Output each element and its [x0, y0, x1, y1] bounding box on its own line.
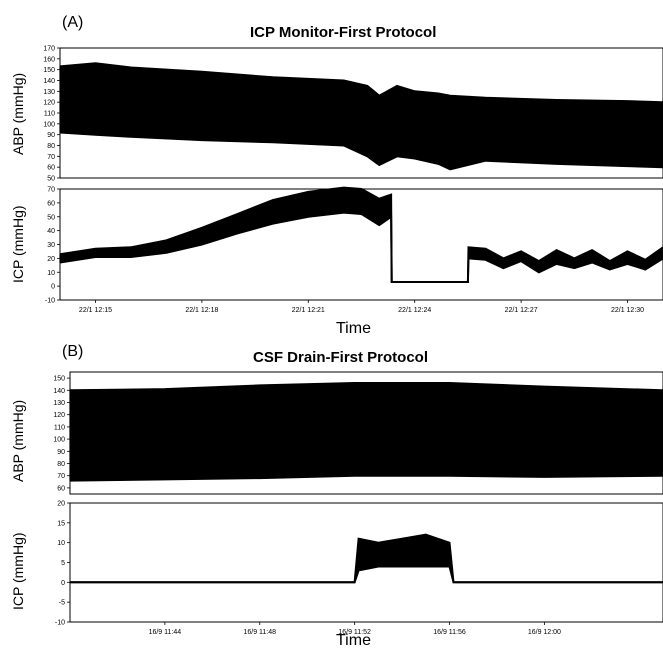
x-tick-label: 22/1 12:18: [185, 307, 218, 314]
y-tick-label: 160: [43, 56, 55, 63]
time-axis-label-b: Time: [336, 632, 371, 649]
series-upper-envelope: [70, 533, 663, 584]
panel-b-title: CSF Drain-First Protocol: [253, 349, 429, 366]
y-tick-label: 90: [57, 449, 65, 456]
y-tick-label: 110: [54, 424, 65, 431]
y-tick-label: 20: [47, 256, 55, 263]
x-tick-label: 22/1 12:30: [611, 307, 644, 314]
y-tick-label: 10: [47, 270, 55, 277]
y-tick-label: 15: [57, 520, 65, 527]
x-tick-label: 16/9 11:56: [433, 629, 466, 636]
x-tick-label: 22/1 12:24: [398, 307, 431, 314]
y-tick-label: 120: [53, 412, 65, 419]
x-tick-label: 22/1 12:15: [79, 307, 112, 314]
y-tick-label: 60: [47, 165, 55, 172]
x-tick-label: 16/9 12:00: [528, 629, 561, 636]
panel-b-letter: (B): [62, 343, 84, 360]
y-tick-label: 40: [47, 228, 55, 235]
y-tick-label: 50: [47, 176, 55, 183]
signal-envelope-band: [69, 534, 663, 583]
x-tick-label: 16/9 11:44: [149, 629, 182, 636]
y-tick-label: 80: [47, 143, 55, 150]
y-tick-label: 100: [43, 121, 55, 128]
y-tick-label: -10: [55, 620, 65, 627]
y-tick-label: 70: [47, 187, 55, 194]
y-tick-label: 80: [57, 461, 65, 468]
series-upper-envelope: [69, 382, 663, 392]
y-tick-label: 60: [47, 200, 55, 207]
series-lower-envelope: [70, 565, 663, 584]
y-tick-label: 150: [43, 67, 55, 74]
y-tick-label: 120: [43, 100, 55, 107]
series-upper-envelope: [59, 62, 663, 104]
x-tick-label: 16/9 11:48: [243, 629, 276, 636]
x-tick-label: 16/9 11:52: [338, 629, 371, 636]
y-tick-label: 130: [43, 89, 55, 96]
y-tick-label: 150: [53, 376, 65, 383]
y-tick-label: 50: [47, 214, 55, 221]
y-tick-label: 20: [57, 501, 65, 508]
series-lower-envelope: [69, 474, 663, 482]
signal-envelope-band: [69, 382, 663, 482]
y-tick-label: 110: [44, 111, 55, 118]
y-tick-label: 70: [57, 473, 65, 480]
series-lower-envelope: [59, 211, 663, 283]
panel-a-title: ICP Monitor-First Protocol: [250, 24, 437, 41]
series-lower-envelope: [59, 131, 663, 171]
y-tick-label: -10: [45, 298, 55, 305]
y-tick-label: 30: [47, 242, 55, 249]
time-axis-label-a: Time: [336, 320, 371, 337]
y-tick-label: 140: [53, 388, 65, 395]
y-tick-label: 90: [47, 132, 55, 139]
panel-a-letter: (A): [62, 14, 84, 31]
y-tick-label: 0: [61, 580, 65, 587]
y-tick-label: 70: [47, 154, 55, 161]
y-tick-label: 140: [43, 78, 55, 85]
y-tick-label: 10: [57, 540, 65, 547]
y-tick-label: 5: [61, 560, 65, 567]
x-tick-label: 22/1 12:27: [505, 307, 538, 314]
y-tick-label: -5: [59, 600, 65, 607]
y-tick-label: 170: [43, 46, 55, 53]
y-tick-label: 0: [51, 284, 55, 291]
y-tick-label: 130: [53, 400, 65, 407]
y-tick-label: 100: [53, 437, 65, 444]
y-tick-label: 60: [57, 485, 65, 492]
x-tick-label: 22/1 12:21: [292, 307, 325, 314]
